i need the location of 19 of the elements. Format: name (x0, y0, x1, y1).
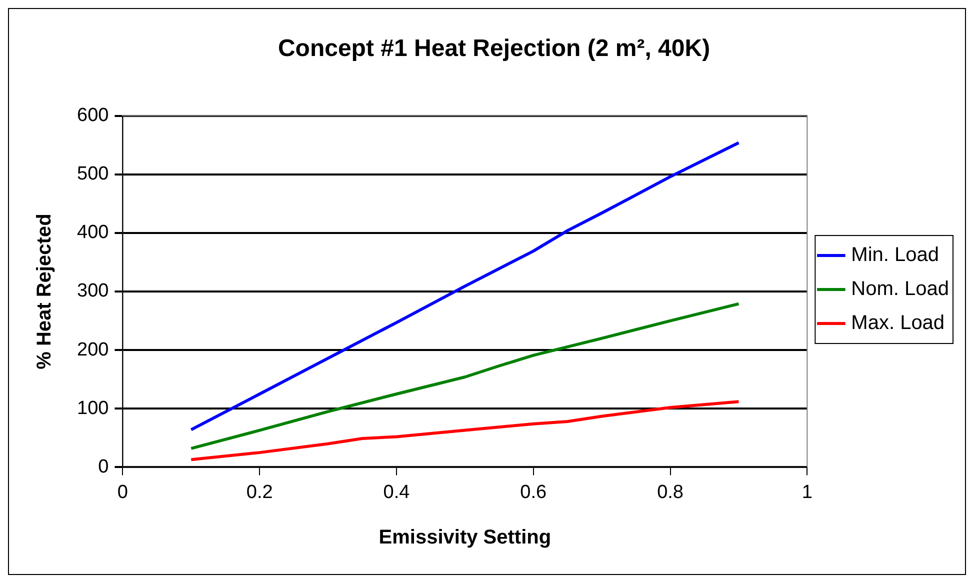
y-tick-label: 200 (77, 339, 109, 360)
y-tick-label: 0 (98, 456, 109, 478)
legend-label: Max. Load (851, 312, 945, 334)
y-tick-label: 600 (77, 105, 109, 126)
legend-label: Min. Load (851, 244, 940, 266)
y-tick-label: 400 (77, 222, 109, 244)
y-tick-label: 300 (77, 280, 109, 302)
chart-title: Concept #1 Heat Rejection (2 m², 40K) (278, 35, 710, 62)
y-tick-label: 100 (77, 398, 109, 419)
x-tick-label: 0.2 (246, 482, 273, 503)
y-axis-title: % Heat Rejected (34, 214, 56, 370)
x-tick-label: 1 (802, 482, 812, 503)
x-tick-label: 0.8 (657, 482, 684, 503)
legend-label: Nom. Load (851, 278, 950, 300)
x-tick-label: 0 (117, 482, 128, 503)
x-tick-label: 0.4 (383, 482, 410, 503)
x-tick-label: 0.6 (520, 482, 547, 503)
y-tick-label: 500 (77, 164, 109, 185)
x-axis-title: Emissivity Setting (378, 526, 552, 549)
